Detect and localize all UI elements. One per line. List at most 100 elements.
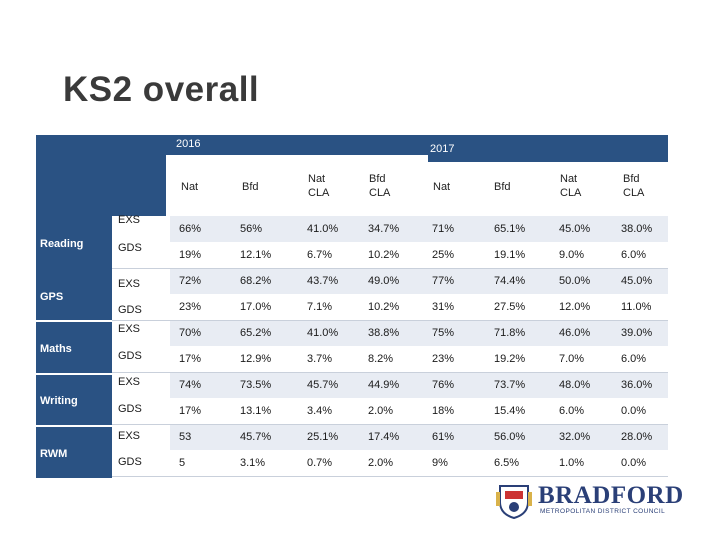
table-row: 17% 13.1% 3.4% 2.0% 18% 15.4% 6.0% 0.0% [170, 398, 668, 424]
table-cell: 13.1% [240, 405, 272, 417]
table-cell: 36.0% [621, 379, 653, 391]
table-cell: 43.7% [307, 275, 339, 287]
measure-type-label: GDS [118, 304, 142, 316]
table-cell: 73.5% [240, 379, 272, 391]
table-row: 53 45.7% 25.1% 17.4% 61% 56.0% 32.0% 28.0% [170, 424, 668, 450]
group-label-writing: Writing [40, 395, 78, 407]
table-cell: 6.0% [621, 353, 647, 365]
table-cell: 19% [179, 249, 202, 261]
table-cell: 18% [432, 405, 455, 417]
table-cell: 1.0% [559, 457, 585, 469]
column-header: Bfd CLA [623, 173, 645, 199]
table-cell: 74.4% [494, 275, 526, 287]
table-cell: 23% [179, 301, 202, 313]
table-cell: 38.8% [368, 327, 400, 339]
table-cell: 72% [179, 275, 202, 287]
table-cell: 77% [432, 275, 455, 287]
table-cell: 28.0% [621, 431, 653, 443]
table-cell: 56.0% [494, 431, 526, 443]
table-header-panel: 2016 2017 [36, 135, 668, 216]
table-cell: 34.7% [368, 223, 400, 235]
year-2016-label: 2016 [176, 138, 201, 150]
table-cell: 6.5% [494, 457, 520, 469]
table-cell: 75% [432, 327, 455, 339]
group-label-gps: GPS [40, 291, 64, 303]
table-cell: 17.4% [368, 431, 400, 443]
table-cell: 44.9% [368, 379, 400, 391]
table-cell: 9.0% [559, 249, 585, 261]
table-cell: 19.2% [494, 353, 526, 365]
crest-icon [496, 485, 532, 520]
table-cell: 9% [432, 457, 448, 469]
table-row: 70% 65.2% 41.0% 38.8% 75% 71.8% 46.0% 39.0% [170, 320, 668, 346]
logo-subtitle: METROPOLITAN DISTRICT COUNCIL [540, 508, 666, 515]
table-cell: 32.0% [559, 431, 591, 443]
table-cell: 17% [179, 353, 202, 365]
measure-type-label: EXS [118, 214, 141, 226]
table-cell: 3.4% [307, 405, 333, 417]
table-cell: 6.0% [559, 405, 585, 417]
table-cell: 49.0% [368, 275, 400, 287]
table-row: 19% 12.1% 6.7% 10.2% 25% 19.1% 9.0% 6.0% [170, 242, 668, 268]
table-cell: 7.0% [559, 353, 585, 365]
measure-type-column: EXS GDS EXS GDS EXS GDS EXS GDS EXS GDS [112, 214, 170, 478]
table-cell: 10.2% [368, 249, 400, 261]
table-cell: 66% [179, 223, 202, 235]
table-row: 5 3.1% 0.7% 2.0% 9% 6.5% 1.0% 0.0% [170, 450, 668, 476]
table-cell: 17% [179, 405, 202, 417]
measure-type-label: EXS [118, 278, 141, 290]
table-cell: 6.0% [621, 249, 647, 261]
table-cell: 45.7% [307, 379, 339, 391]
measure-type-label: GDS [118, 403, 142, 415]
table-cell: 0.7% [307, 457, 333, 469]
column-header: Nat [433, 181, 451, 193]
measure-type-label: EXS [118, 376, 141, 388]
table-cell: 0.0% [621, 457, 647, 469]
table-cell: 3.1% [240, 457, 266, 469]
table-cell: 5 [179, 457, 186, 469]
table-cell: 7.1% [307, 301, 333, 313]
table-cell: 23% [432, 353, 455, 365]
table-cell: 25.1% [307, 431, 339, 443]
bradford-council-logo: BRADFORD METROPOLITAN DISTRICT COUNCIL [494, 480, 684, 520]
table-row: 17% 12.9% 3.7% 8.2% 23% 19.2% 7.0% 6.0% [170, 346, 668, 372]
year-2017-label: 2017 [430, 143, 455, 155]
subject-group-panel: Reading GPS Maths Writing RWM [36, 216, 112, 478]
table-cell: 61% [432, 431, 455, 443]
table-cell: 2.0% [368, 405, 394, 417]
table-cell: 74% [179, 379, 202, 391]
group-label-rwm: RWM [40, 448, 68, 460]
column-header: Bfd [494, 181, 511, 193]
table-cell: 41.0% [307, 223, 339, 235]
table-cell: 15.4% [494, 405, 526, 417]
table-cell: 17.0% [240, 301, 272, 313]
table-cell: 0.0% [621, 405, 647, 417]
column-header: Bfd CLA [369, 173, 391, 199]
table-cell: 11.0% [621, 301, 652, 313]
table-cell: 8.2% [368, 353, 394, 365]
table-row: 66% 56% 41.0% 34.7% 71% 65.1% 45.0% 38.0% [170, 216, 668, 242]
table-cell: 12.9% [240, 353, 272, 365]
column-header: Nat [181, 181, 199, 193]
table-cell: 73.7% [494, 379, 526, 391]
table-cell: 10.2% [368, 301, 400, 313]
measure-type-label: GDS [118, 456, 142, 468]
table-cell: 27.5% [494, 301, 526, 313]
table-cell: 71.8% [494, 327, 526, 339]
measure-type-label: GDS [118, 350, 142, 362]
table-cell: 70% [179, 327, 202, 339]
table-cell: 38.0% [621, 223, 653, 235]
table-cell: 2.0% [368, 457, 394, 469]
table-cell: 45.0% [621, 275, 653, 287]
column-header: Nat CLA [560, 173, 582, 199]
table-cell: 68.2% [240, 275, 272, 287]
table-cell: 53 [179, 431, 192, 443]
table-cell: 12.0% [559, 301, 591, 313]
table-cell: 71% [432, 223, 455, 235]
table-cell: 56% [240, 223, 263, 235]
table-cell: 41.0% [307, 327, 339, 339]
column-header: Nat CLA [308, 173, 330, 199]
table-cell: 65.1% [494, 223, 526, 235]
column-header: Bfd [242, 181, 259, 193]
table-cell: 45.0% [559, 223, 591, 235]
